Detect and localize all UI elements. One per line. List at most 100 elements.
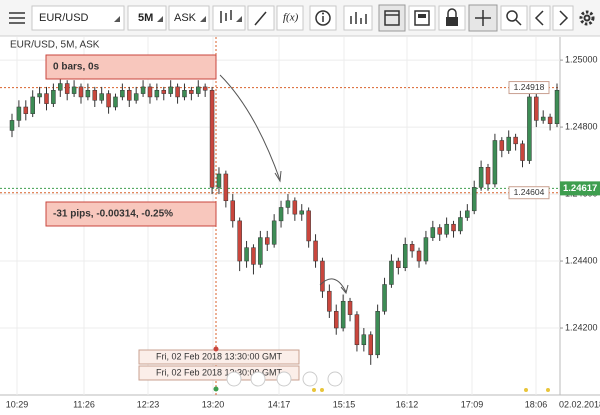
arrowhead	[274, 170, 282, 183]
measure-box	[45, 54, 217, 80]
candle-body	[527, 96, 532, 161]
overlay	[0, 87, 560, 194]
candle-body	[23, 106, 29, 114]
candle-body	[133, 93, 139, 101]
candle-body	[223, 173, 229, 202]
volume-button[interactable]	[343, 5, 373, 31]
candle-body	[499, 140, 505, 151]
candle-body	[430, 227, 436, 238]
indicators-button[interactable]	[276, 5, 304, 31]
candle-body	[389, 260, 394, 285]
candle-body	[458, 217, 463, 232]
lock-button[interactable]	[438, 5, 466, 31]
candle-body	[437, 227, 442, 235]
candle-body	[396, 260, 401, 268]
event-dot	[320, 388, 324, 392]
candle-body	[127, 89, 132, 101]
candle-body	[120, 89, 125, 98]
time-tooltip	[138, 349, 300, 365]
side-text: ASK	[174, 12, 197, 24]
menu-button[interactable]	[9, 12, 25, 24]
candle-body	[299, 210, 304, 215]
crosshair-button[interactable]	[468, 4, 498, 32]
draw-button[interactable]	[247, 5, 275, 31]
arrow	[219, 74, 281, 181]
back-button[interactable]	[529, 5, 551, 31]
layout-button[interactable]	[408, 5, 436, 31]
event-dot	[546, 388, 550, 392]
caret	[200, 16, 206, 22]
candle-body	[209, 89, 215, 188]
chart-title: EUR/USD, 5M, ASK	[10, 40, 100, 51]
toolbar: EUR/USD 5M ASK f(x)	[0, 0, 600, 37]
y-tick-label: 1.24200	[565, 322, 598, 332]
candle-body	[85, 89, 91, 98]
candle-body	[244, 247, 249, 262]
candle-body	[513, 136, 518, 145]
arrow	[319, 278, 347, 293]
marker-dot	[213, 346, 219, 352]
candle-body	[78, 86, 84, 98]
x-tick-label: 18:06	[525, 399, 548, 409]
chart-type-button[interactable]	[212, 5, 246, 31]
candle-body	[51, 89, 56, 104]
x-tick-label: 11:26	[73, 399, 95, 409]
candle-body	[423, 237, 429, 262]
x-tick-label: 13:20	[202, 399, 225, 409]
candle-body	[258, 237, 263, 265]
side-select[interactable]	[168, 5, 210, 31]
calendar-button[interactable]	[378, 4, 406, 32]
candle-body	[492, 140, 498, 185]
candle-body	[375, 311, 380, 356]
candle-body	[354, 314, 360, 346]
candle-body	[409, 244, 415, 252]
candle-body	[64, 83, 70, 94]
candle-body	[327, 290, 332, 312]
candle-body	[368, 334, 373, 356]
candle-body	[285, 200, 291, 208]
date-label: 02.02.2018	[559, 399, 600, 409]
forward-button[interactable]	[552, 5, 574, 31]
measure-change: -31 pips, -0.00314, -0.25%	[53, 209, 173, 220]
candle-body	[37, 93, 42, 98]
period-select[interactable]	[127, 5, 167, 31]
period-text: 5M	[138, 12, 153, 24]
time-tooltip-text: Fri, 02 Feb 2018 13:30:00 GMT	[156, 351, 283, 361]
candles	[9, 76, 560, 365]
candle-body	[451, 223, 456, 232]
zoom-button[interactable]	[500, 5, 528, 31]
symbol-select[interactable]	[31, 5, 125, 31]
event-dot	[524, 388, 528, 392]
candle-body	[251, 247, 256, 265]
annotations: 0 bars, 0s -31 pips, -0.00314, -0.25% Fr…	[45, 37, 550, 395]
candle-body	[154, 89, 160, 98]
candle-body	[9, 120, 15, 131]
candle-body	[58, 83, 63, 91]
price-tag-text: 1.24918	[514, 82, 545, 92]
candle-body	[16, 106, 22, 121]
settings-button[interactable]	[579, 10, 595, 26]
indicators-label: f(x)	[283, 12, 299, 24]
measure-bars: 0 bars, 0s	[53, 62, 100, 73]
candle-body	[465, 210, 470, 218]
y-tick-label: 1.25000	[565, 54, 598, 64]
price-tag-text: 1.24617	[563, 183, 597, 194]
candle-body	[547, 116, 553, 124]
candle-body	[168, 86, 173, 94]
candle-body	[44, 93, 49, 104]
candle-body	[478, 167, 484, 188]
candle-body	[292, 200, 298, 215]
info-button[interactable]	[309, 5, 337, 31]
candle-body	[333, 311, 339, 329]
caret	[157, 16, 163, 22]
candle-body	[554, 89, 560, 124]
candle-body	[92, 89, 98, 101]
candle-body	[402, 244, 408, 268]
candle-body	[520, 143, 525, 161]
candle-body	[237, 220, 242, 262]
x-tick-label: 10:29	[6, 399, 29, 409]
nav-buttons[interactable]	[226, 371, 343, 387]
x-tick-label: 12:23	[137, 399, 160, 409]
price-tag-text: 1.24604	[514, 187, 545, 197]
